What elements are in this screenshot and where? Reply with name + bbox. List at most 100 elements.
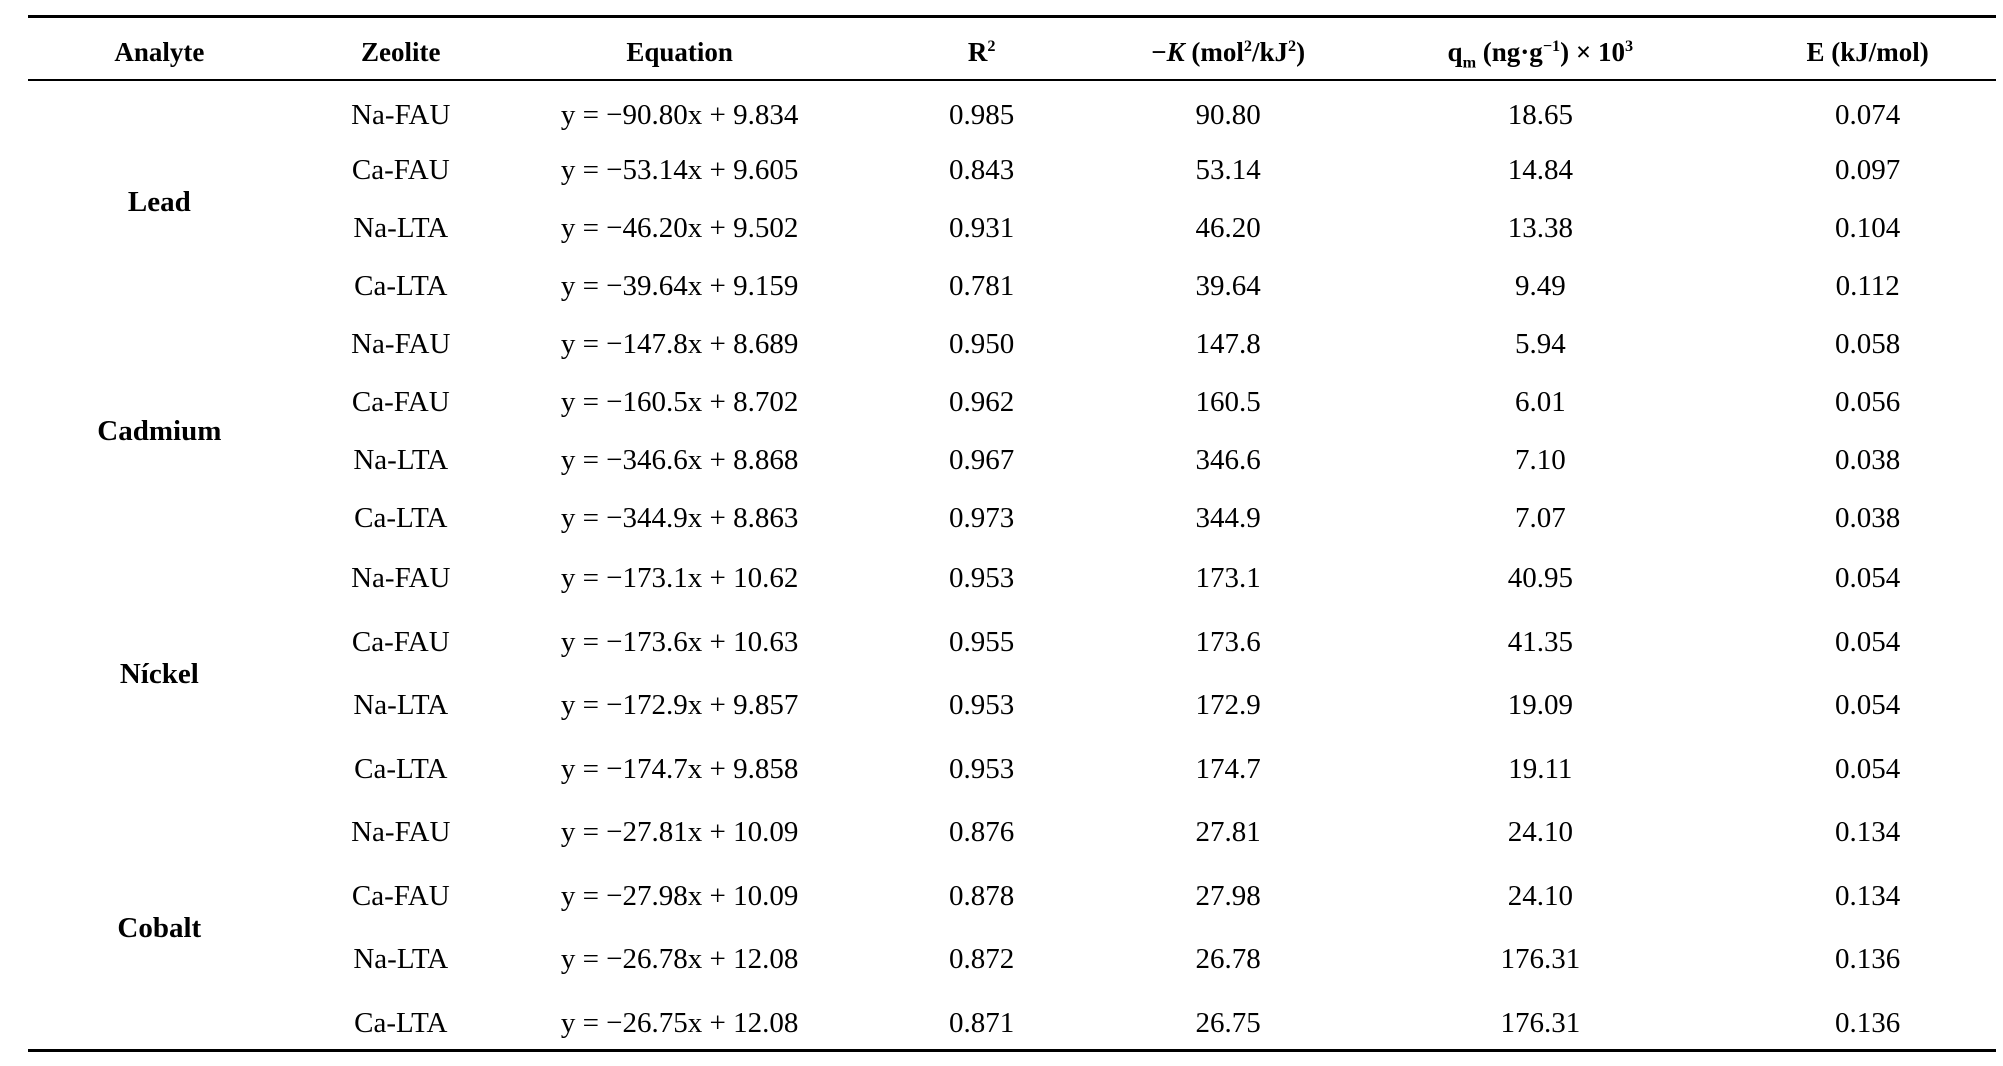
analyte-cell: Níckel	[119, 657, 199, 690]
equation-cell: y = −173.6x + 10.63	[560, 625, 799, 658]
qm-cell: 9.49	[1514, 269, 1566, 302]
k-cell: 346.6	[1195, 443, 1261, 476]
analyte-cell: Cobalt	[117, 911, 202, 944]
header-k-unit-a: (mol	[1184, 37, 1244, 67]
e-cell: 0.136	[1835, 1006, 1901, 1039]
k-cell: 27.98	[1195, 879, 1261, 912]
equation-cell: y = −344.9x + 8.863	[560, 501, 799, 534]
qm-cell: 24.10	[1507, 879, 1573, 912]
equation-cell: y = −346.6x + 8.868	[560, 443, 799, 476]
r2-cell: 0.985	[949, 98, 1015, 131]
header-k-var: K	[1166, 37, 1185, 67]
zeolite-cell: Na-LTA	[353, 943, 449, 976]
r2-cell: 0.973	[949, 501, 1015, 534]
qm-cell: 7.10	[1514, 443, 1566, 476]
zeolite-cell: Na-LTA	[353, 443, 449, 476]
table-top-rule	[28, 15, 1996, 18]
r2-cell: 0.953	[949, 689, 1015, 722]
r2-cell: 0.953	[949, 562, 1015, 595]
equation-cell: y = −173.1x + 10.62	[560, 562, 799, 595]
k-cell: 174.7	[1195, 752, 1261, 785]
analyte-cell: Lead	[127, 185, 191, 218]
table-row: Ca-LTA y = −344.9x + 8.863 0.973 344.9 7…	[28, 489, 1996, 547]
k-cell: 27.81	[1195, 816, 1261, 849]
qm-cell: 18.65	[1507, 98, 1573, 131]
table-row: Ca-LTA y = −26.75x + 12.08 0.871 26.75 1…	[28, 992, 1996, 1056]
zeolite-cell: Na-FAU	[351, 562, 451, 595]
equation-cell: y = −147.8x + 8.689	[560, 327, 799, 360]
zeolite-cell: Ca-FAU	[351, 153, 450, 186]
header-k: −K (mol2/kJ2)	[1115, 18, 1341, 83]
e-cell: 0.038	[1835, 501, 1901, 534]
equation-cell: y = −27.81x + 10.09	[560, 816, 799, 849]
e-cell: 0.058	[1835, 327, 1901, 360]
header-analyte: Analyte	[114, 37, 205, 67]
zeolite-cell: Ca-FAU	[351, 879, 450, 912]
equation-cell: y = −172.9x + 9.857	[560, 689, 799, 722]
k-cell: 344.9	[1195, 501, 1261, 534]
e-cell: 0.054	[1835, 752, 1901, 785]
k-cell: 53.14	[1195, 153, 1261, 186]
e-cell: 0.054	[1835, 562, 1901, 595]
table-row: Ca-FAU y = −160.5x + 8.702 0.962 160.5 6…	[28, 373, 1996, 431]
r2-cell: 0.876	[949, 816, 1015, 849]
r2-cell: 0.955	[949, 625, 1015, 658]
zeolite-cell: Na-FAU	[351, 98, 451, 131]
e-cell: 0.038	[1835, 443, 1901, 476]
k-cell: 147.8	[1195, 327, 1261, 360]
qm-cell: 24.10	[1507, 816, 1573, 849]
equation-cell: y = −53.14x + 9.605	[560, 153, 799, 186]
e-cell: 0.056	[1835, 385, 1901, 418]
equation-cell: y = −26.78x + 12.08	[560, 943, 799, 976]
header-r2-base: R	[967, 37, 988, 67]
table-row: Ca-FAU y = −53.14x + 9.605 0.843 53.14 1…	[28, 141, 1996, 199]
dubinin-radushkevich-table: Analyte Zeolite Equation R2 −K (mol2/kJ2…	[28, 18, 1996, 1055]
r2-cell: 0.953	[949, 752, 1015, 785]
equation-cell: y = −160.5x + 8.702	[560, 385, 799, 418]
table-row: Na-LTA y = −46.20x + 9.502 0.931 46.20 1…	[28, 199, 1996, 257]
e-cell: 0.054	[1835, 625, 1901, 658]
r2-cell: 0.967	[949, 443, 1015, 476]
table-row: Ca-LTA y = −39.64x + 9.159 0.781 39.64 9…	[28, 257, 1996, 315]
qm-cell: 13.38	[1507, 211, 1573, 244]
header-k-unit-a-sup: 2	[1243, 37, 1252, 55]
table-bottom-rule	[28, 1049, 1996, 1052]
header-row: Analyte Zeolite Equation R2 −K (mol2/kJ2…	[28, 18, 1996, 83]
k-cell: 26.75	[1195, 1006, 1261, 1039]
qm-cell: 40.95	[1507, 562, 1573, 595]
e-cell: 0.054	[1835, 689, 1901, 722]
header-r2-sup: 2	[987, 37, 996, 55]
e-cell: 0.112	[1835, 269, 1900, 302]
qm-cell: 41.35	[1507, 625, 1573, 658]
header-k-unit-b: /kJ	[1251, 37, 1288, 67]
table-row: Lead Na-FAU y = −90.80x + 9.834 0.985 90…	[28, 83, 1996, 218]
header-qm-base: q	[1447, 37, 1463, 67]
r2-cell: 0.781	[949, 269, 1015, 302]
zeolite-cell: Ca-LTA	[354, 752, 448, 785]
r2-cell: 0.962	[949, 385, 1015, 418]
header-r2: R2	[848, 18, 1115, 83]
r2-cell: 0.878	[949, 879, 1015, 912]
equation-cell: y = −90.80x + 9.834	[560, 98, 799, 131]
header-k-unit-b-sup: 2	[1288, 37, 1297, 55]
header-k-prefix: −	[1151, 37, 1167, 67]
equation-cell: y = −39.64x + 9.159	[560, 269, 799, 302]
qm-cell: 176.31	[1500, 943, 1581, 976]
qm-cell: 176.31	[1500, 1006, 1581, 1039]
r2-cell: 0.872	[949, 943, 1015, 976]
equation-cell: y = −26.75x + 12.08	[560, 1006, 799, 1039]
header-qm-unit-a: (ng·g	[1476, 37, 1543, 67]
header-zeolite: Zeolite	[361, 37, 441, 67]
zeolite-cell: Ca-LTA	[354, 1006, 448, 1039]
qm-cell: 14.84	[1507, 153, 1573, 186]
equation-cell: y = −174.7x + 9.858	[560, 752, 799, 785]
header-separator-rule	[28, 79, 1996, 81]
e-cell: 0.097	[1835, 153, 1901, 186]
e-cell: 0.074	[1835, 98, 1901, 131]
r2-cell: 0.871	[949, 1006, 1015, 1039]
header-k-unit-c: )	[1296, 37, 1306, 67]
r2-cell: 0.950	[949, 327, 1015, 360]
table-row: Cadmium Na-FAU y = −147.8x + 8.689 0.950…	[28, 315, 1996, 447]
zeolite-cell: Na-FAU	[351, 816, 451, 849]
k-cell: 46.20	[1195, 211, 1261, 244]
